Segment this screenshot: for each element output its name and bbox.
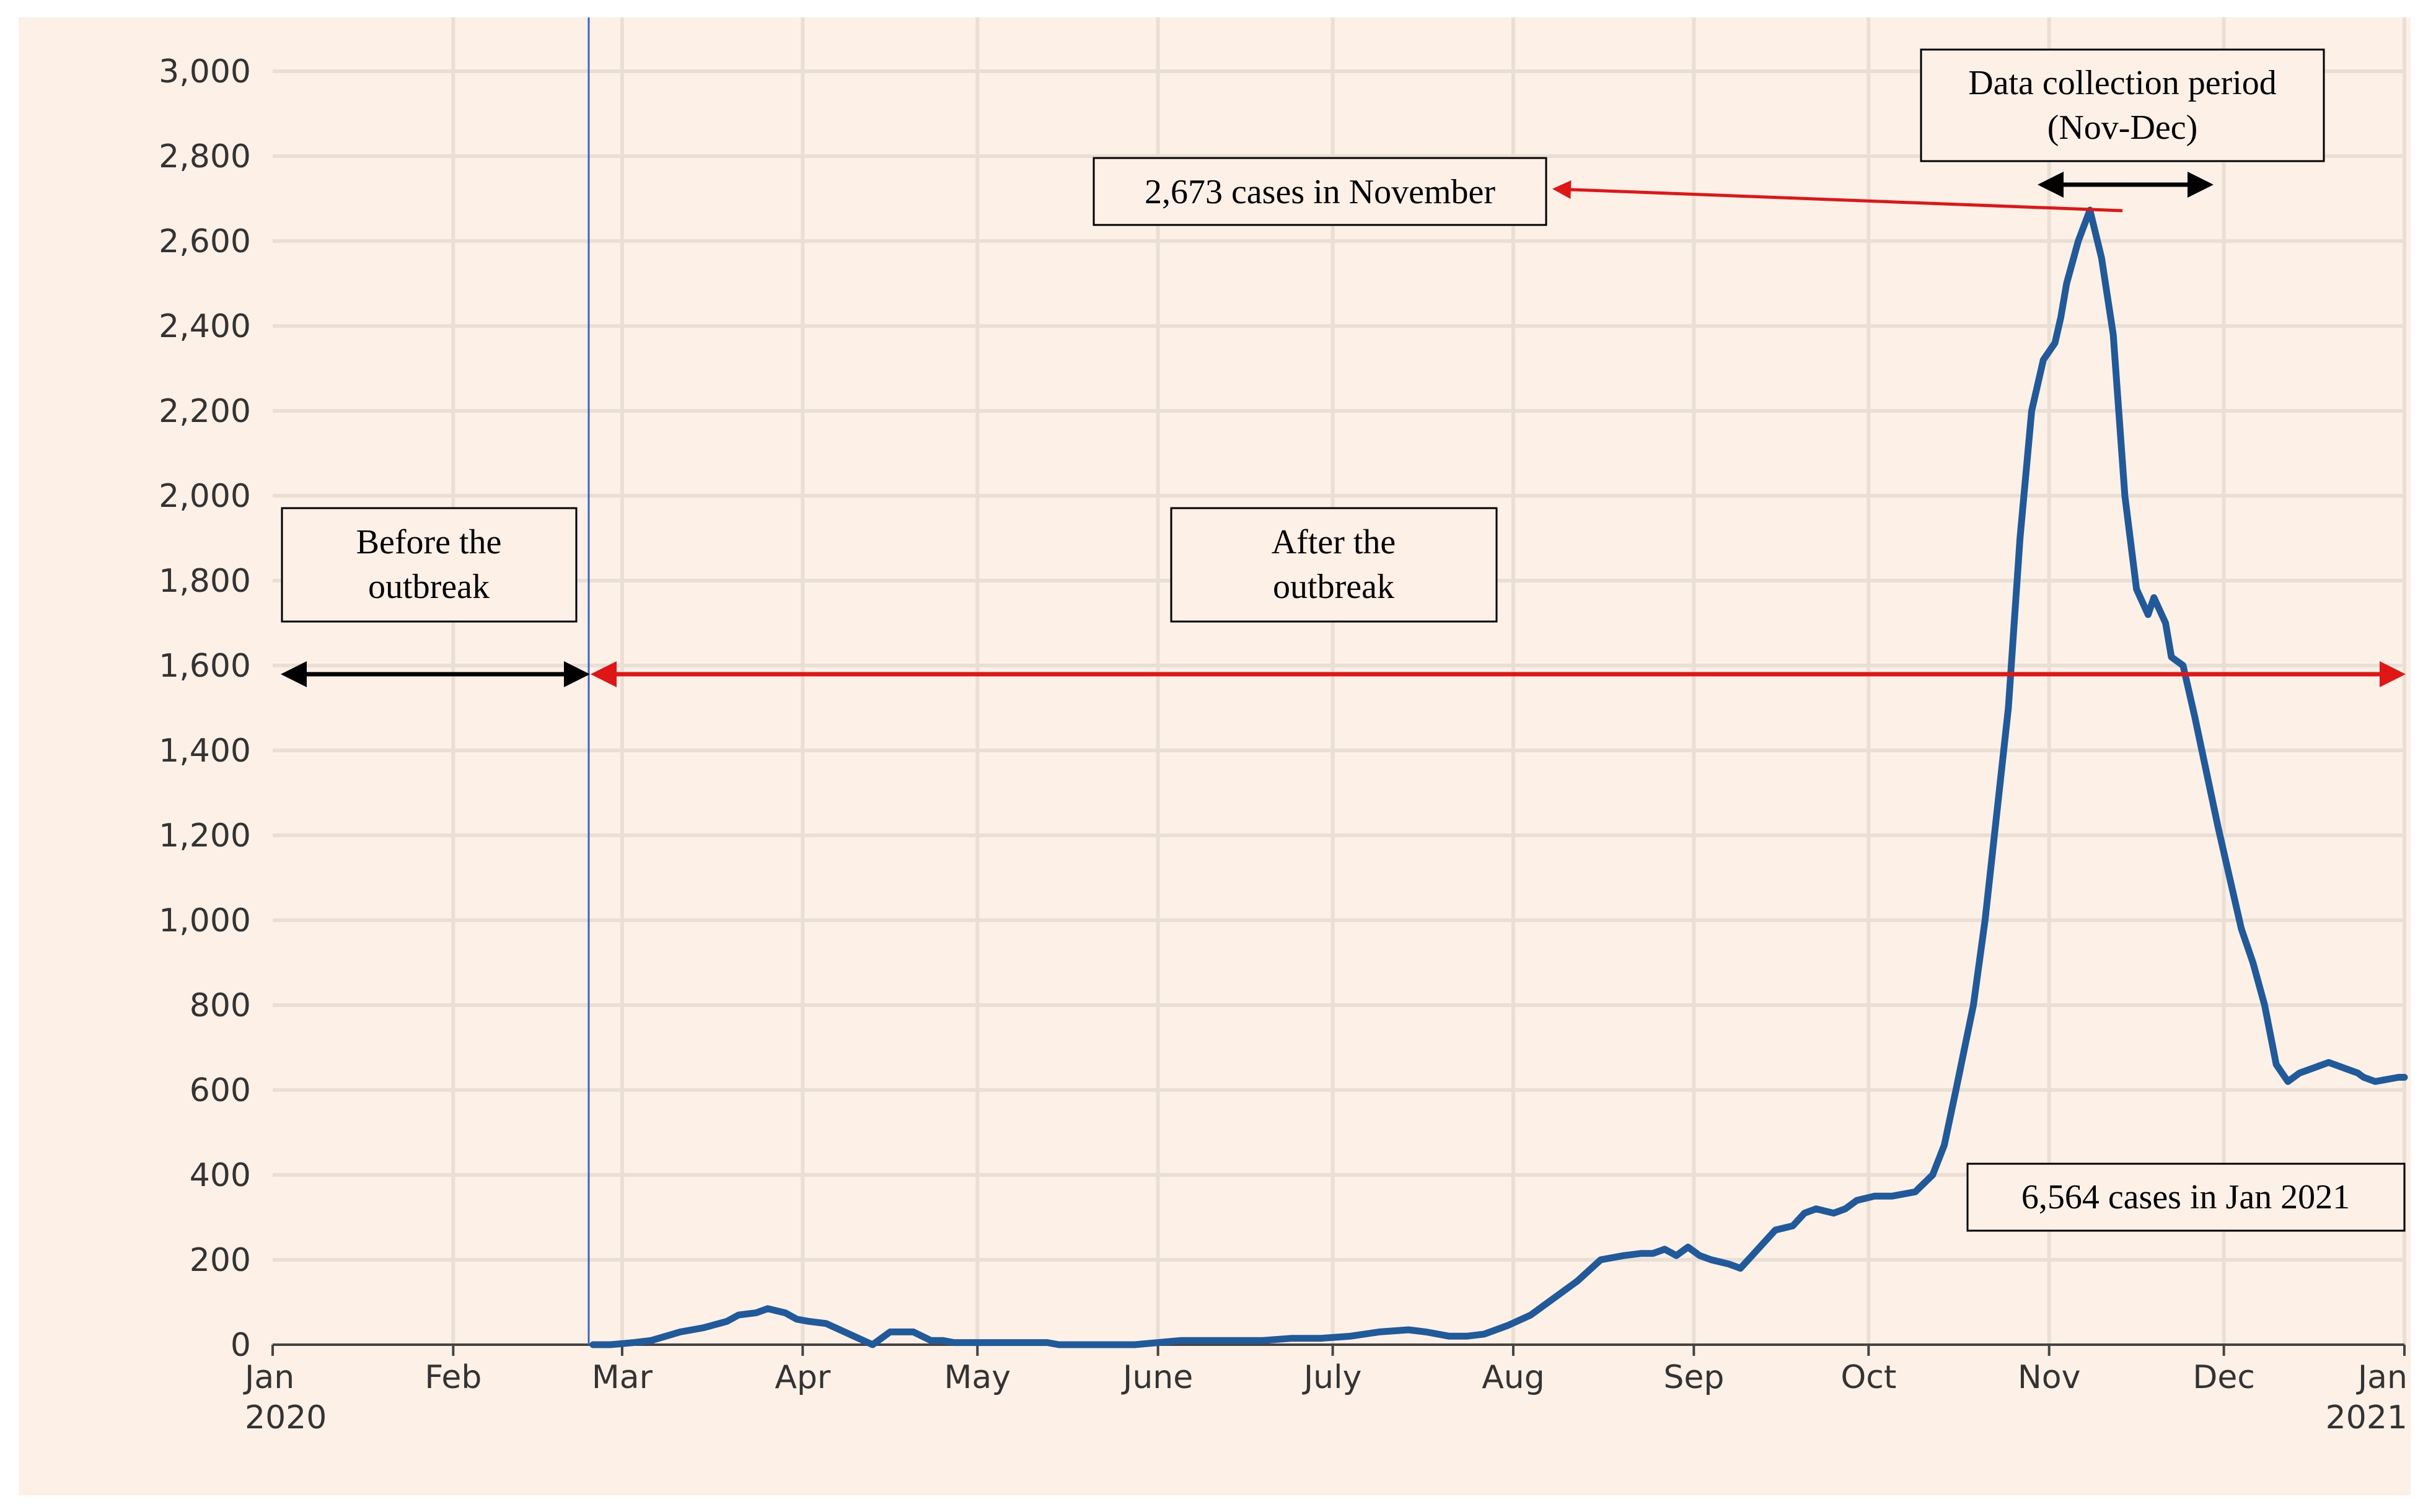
y-tick-label: 2,400: [159, 308, 251, 345]
x-tick-sublabel: 2021: [2326, 1399, 2408, 1436]
x-tick-label: Jan: [2356, 1359, 2408, 1396]
y-tick-label: 1,400: [159, 732, 251, 770]
y-tick-label: 600: [190, 1072, 251, 1109]
x-tick-sublabel: 2020: [245, 1399, 327, 1436]
x-tick-label: Oct: [1840, 1359, 1896, 1396]
y-tick-label: 2,000: [159, 478, 251, 515]
peak-annotation-box: 2,673 cases in November: [1093, 157, 1547, 226]
jan-annotation-label: 6,564 cases in Jan 2021: [2021, 1178, 2350, 1216]
x-tick-label: Aug: [1482, 1359, 1545, 1396]
y-tick-label: 400: [190, 1157, 251, 1194]
y-tick-label: 0: [231, 1327, 251, 1364]
y-tick-labels: 0 200 400 600 800 1,000 1,200 1,400 1,600 1,800 2,…: [159, 53, 251, 1364]
y-tick-label: 2,200: [159, 393, 251, 430]
x-tick-label: Nov: [2018, 1359, 2081, 1396]
before-outbreak-label-line1: Before the: [356, 523, 502, 561]
x-tick-label: May: [944, 1359, 1011, 1396]
y-tick-label: 1,000: [159, 902, 251, 939]
collection-period-label-line1: Data collection period: [1968, 64, 2277, 102]
y-tick-label: 200: [190, 1242, 251, 1279]
y-tick-label: 2,800: [159, 138, 251, 175]
x-tick-label: Dec: [2192, 1359, 2255, 1396]
after-outbreak-box: After the outbreak: [1170, 507, 1498, 623]
before-outbreak-label-line2: outbreak: [368, 568, 490, 606]
x-tick-label: Feb: [424, 1359, 482, 1396]
chart-background: [19, 17, 2411, 1495]
y-tick-label: 3,000: [159, 53, 251, 90]
collection-period-box: Data collection period (Nov-Dec): [1920, 48, 2325, 162]
y-tick-label: 1,800: [159, 563, 251, 600]
collection-period-label-line2: (Nov-Dec): [2047, 108, 2198, 147]
x-tick-label: Apr: [775, 1359, 831, 1396]
x-tick-label: July: [1302, 1359, 1362, 1396]
x-tick-label: June: [1121, 1359, 1193, 1396]
x-tick-label: Sep: [1663, 1359, 1724, 1396]
y-tick-label: 2,600: [159, 223, 251, 260]
y-tick-label: 1,600: [159, 648, 251, 685]
y-tick-label: 800: [190, 987, 251, 1024]
after-outbreak-label-line2: outbreak: [1273, 568, 1394, 606]
jan-annotation-box: 6,564 cases in Jan 2021: [1966, 1163, 2406, 1232]
peak-pointer-arrow: [1552, 180, 2123, 213]
peak-annotation-label: 2,673 cases in November: [1145, 173, 1495, 211]
after-outbreak-label-line1: After the: [1272, 523, 1396, 561]
before-outbreak-box: Before the outbreak: [281, 507, 578, 623]
x-tick-label: Jan: [243, 1359, 294, 1396]
y-tick-label: 1,200: [159, 817, 251, 855]
x-tick-label: Mar: [592, 1359, 653, 1396]
